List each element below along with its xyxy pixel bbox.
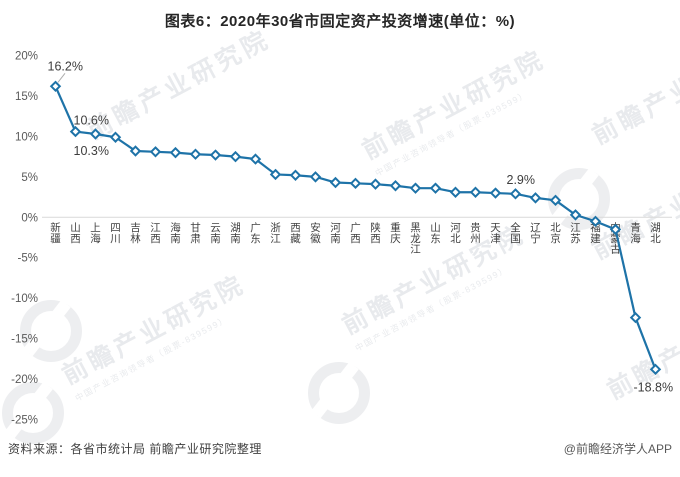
y-tick-label: -5% xyxy=(18,253,38,265)
data-point-marker xyxy=(389,180,402,192)
data-point-marker xyxy=(109,131,122,143)
data-point-marker xyxy=(169,146,182,159)
data-point-marker xyxy=(569,209,582,221)
data-point-marker xyxy=(649,363,662,376)
x-tick-label: 新疆 xyxy=(50,221,61,245)
x-tick-label: 河北 xyxy=(450,222,461,245)
data-point-marker xyxy=(49,80,62,93)
x-tick-label: 辽宁 xyxy=(530,222,541,245)
data-point-marker xyxy=(369,178,382,190)
data-point-marker xyxy=(629,311,642,324)
data-point-label: 10.6% xyxy=(74,114,109,128)
x-tick-label: 江西 xyxy=(150,222,161,245)
chart-title: 图表6：2020年30省市固定资产投资增速(单位：%) xyxy=(164,13,516,30)
x-tick-label: 天津 xyxy=(490,222,501,245)
data-point-label: 10.3% xyxy=(74,144,109,158)
data-point-marker xyxy=(129,145,142,157)
y-tick-label: -15% xyxy=(11,334,38,346)
x-tick-label: 广东 xyxy=(250,222,261,245)
data-point-label: 16.2% xyxy=(48,59,83,73)
y-tick-label: -25% xyxy=(11,414,38,426)
data-point-marker xyxy=(209,149,222,161)
data-point-marker xyxy=(529,192,542,204)
x-tick-label: 陕西 xyxy=(370,221,381,245)
x-tick-label: 山西 xyxy=(70,222,81,245)
x-tick-label: 山东 xyxy=(430,222,441,245)
x-tick-label: 江苏 xyxy=(570,222,581,245)
y-tick-label: 15% xyxy=(15,91,38,103)
x-tick-label: 浙江 xyxy=(270,222,281,245)
x-tick-label: 上海 xyxy=(90,222,101,245)
y-tick-label: 0% xyxy=(21,212,38,224)
x-tick-label: 全国 xyxy=(510,221,521,245)
x-tick-label: 吉林 xyxy=(130,222,141,245)
y-tick-label: -10% xyxy=(11,293,38,305)
x-tick-label: 黑龙江 xyxy=(410,222,421,256)
x-tick-label: 北京 xyxy=(550,222,561,245)
y-tick-label: 10% xyxy=(15,131,38,143)
data-point-marker xyxy=(489,187,502,199)
data-source-note: 资料来源：各省市统计局 前瞻产业研究院整理 xyxy=(8,442,262,456)
x-tick-label: 湖南 xyxy=(230,222,241,245)
x-tick-label: 四川 xyxy=(110,222,121,245)
data-point-marker xyxy=(329,176,342,189)
data-point-marker xyxy=(189,148,202,160)
x-tick-label: 湖北 xyxy=(650,222,661,245)
x-tick-label: 西藏 xyxy=(290,222,301,245)
data-point-marker xyxy=(229,150,242,163)
data-point-marker xyxy=(509,188,522,200)
y-tick-label: -20% xyxy=(11,374,38,386)
x-tick-label: 广西 xyxy=(350,222,361,245)
data-point-marker xyxy=(589,215,602,228)
data-point-marker xyxy=(309,171,322,183)
data-point-marker xyxy=(69,125,82,138)
x-tick-label: 河南 xyxy=(330,222,341,245)
data-point-marker xyxy=(549,194,562,207)
data-point-label: -18.8% xyxy=(634,380,674,394)
publisher-credit: @前瞻经济学人APP xyxy=(563,442,672,456)
data-point-marker xyxy=(269,168,282,181)
data-point-marker xyxy=(449,186,462,198)
data-point-marker xyxy=(349,177,362,190)
x-tick-label: 青海 xyxy=(630,221,641,245)
data-point-marker xyxy=(429,182,442,194)
data-point-marker xyxy=(149,146,162,158)
x-tick-label: 贵州 xyxy=(470,221,481,245)
data-point-marker xyxy=(609,223,622,236)
x-tick-label: 福建 xyxy=(590,221,601,245)
data-point-marker xyxy=(249,153,262,165)
x-tick-label: 海南 xyxy=(170,221,181,245)
data-point-marker xyxy=(289,169,302,181)
label-leader-line xyxy=(57,72,66,83)
x-tick-label: 云南 xyxy=(210,222,221,245)
data-point-marker xyxy=(469,186,482,198)
data-point-marker xyxy=(409,182,422,194)
y-tick-label: 5% xyxy=(21,172,38,184)
data-point-marker xyxy=(89,128,102,140)
x-tick-label: 安徽 xyxy=(310,221,321,245)
y-tick-label: 20% xyxy=(15,51,38,63)
x-tick-label: 重庆 xyxy=(390,221,401,245)
data-point-label: 2.9% xyxy=(507,173,536,187)
x-tick-label: 甘肃 xyxy=(190,221,201,245)
